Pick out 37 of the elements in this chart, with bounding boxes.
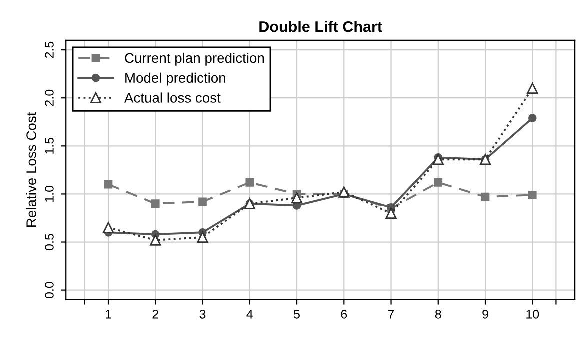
y-tick-label: 2.5 (45, 42, 54, 58)
x-tick-label: 1 (106, 310, 112, 319)
y-axis-title: Relative Loss Cost (26, 112, 36, 227)
point (481, 192, 490, 202)
x-tick-label: 6 (341, 310, 348, 319)
point (246, 178, 254, 187)
point (527, 82, 538, 94)
point (528, 191, 537, 200)
legend-label: Model prediction (126, 72, 226, 86)
point (102, 222, 114, 234)
x-tick-label: 8 (435, 310, 442, 319)
point (432, 154, 444, 166)
x-tick-label: 4 (246, 310, 254, 319)
x-tick-label: 2 (152, 310, 158, 319)
x-tick-label: 10 (526, 310, 540, 319)
x-tick-label: 3 (200, 310, 206, 319)
point (338, 186, 350, 198)
y-tick-label: 0.5 (45, 234, 54, 250)
point (434, 178, 443, 187)
x-tick-label: 9 (482, 310, 488, 319)
x-tick-label: 7 (388, 310, 394, 319)
point (150, 234, 162, 246)
legend-label: Actual loss cost (124, 92, 221, 103)
legend-label: Current plan prediction (125, 52, 264, 66)
y-tick-label: 0.0 (45, 282, 54, 299)
point (198, 198, 207, 206)
point (528, 114, 537, 122)
point (386, 208, 397, 219)
y-tick-label: 1.5 (45, 138, 54, 154)
point (197, 232, 208, 244)
chart-title: Double Lift Chart (260, 21, 382, 32)
y-tick-label: 1.0 (45, 186, 54, 202)
x-tick-label: 5 (294, 310, 300, 319)
point (291, 192, 303, 204)
y-tick-label: 2.0 (45, 90, 54, 106)
point (104, 180, 113, 189)
point (151, 200, 160, 208)
